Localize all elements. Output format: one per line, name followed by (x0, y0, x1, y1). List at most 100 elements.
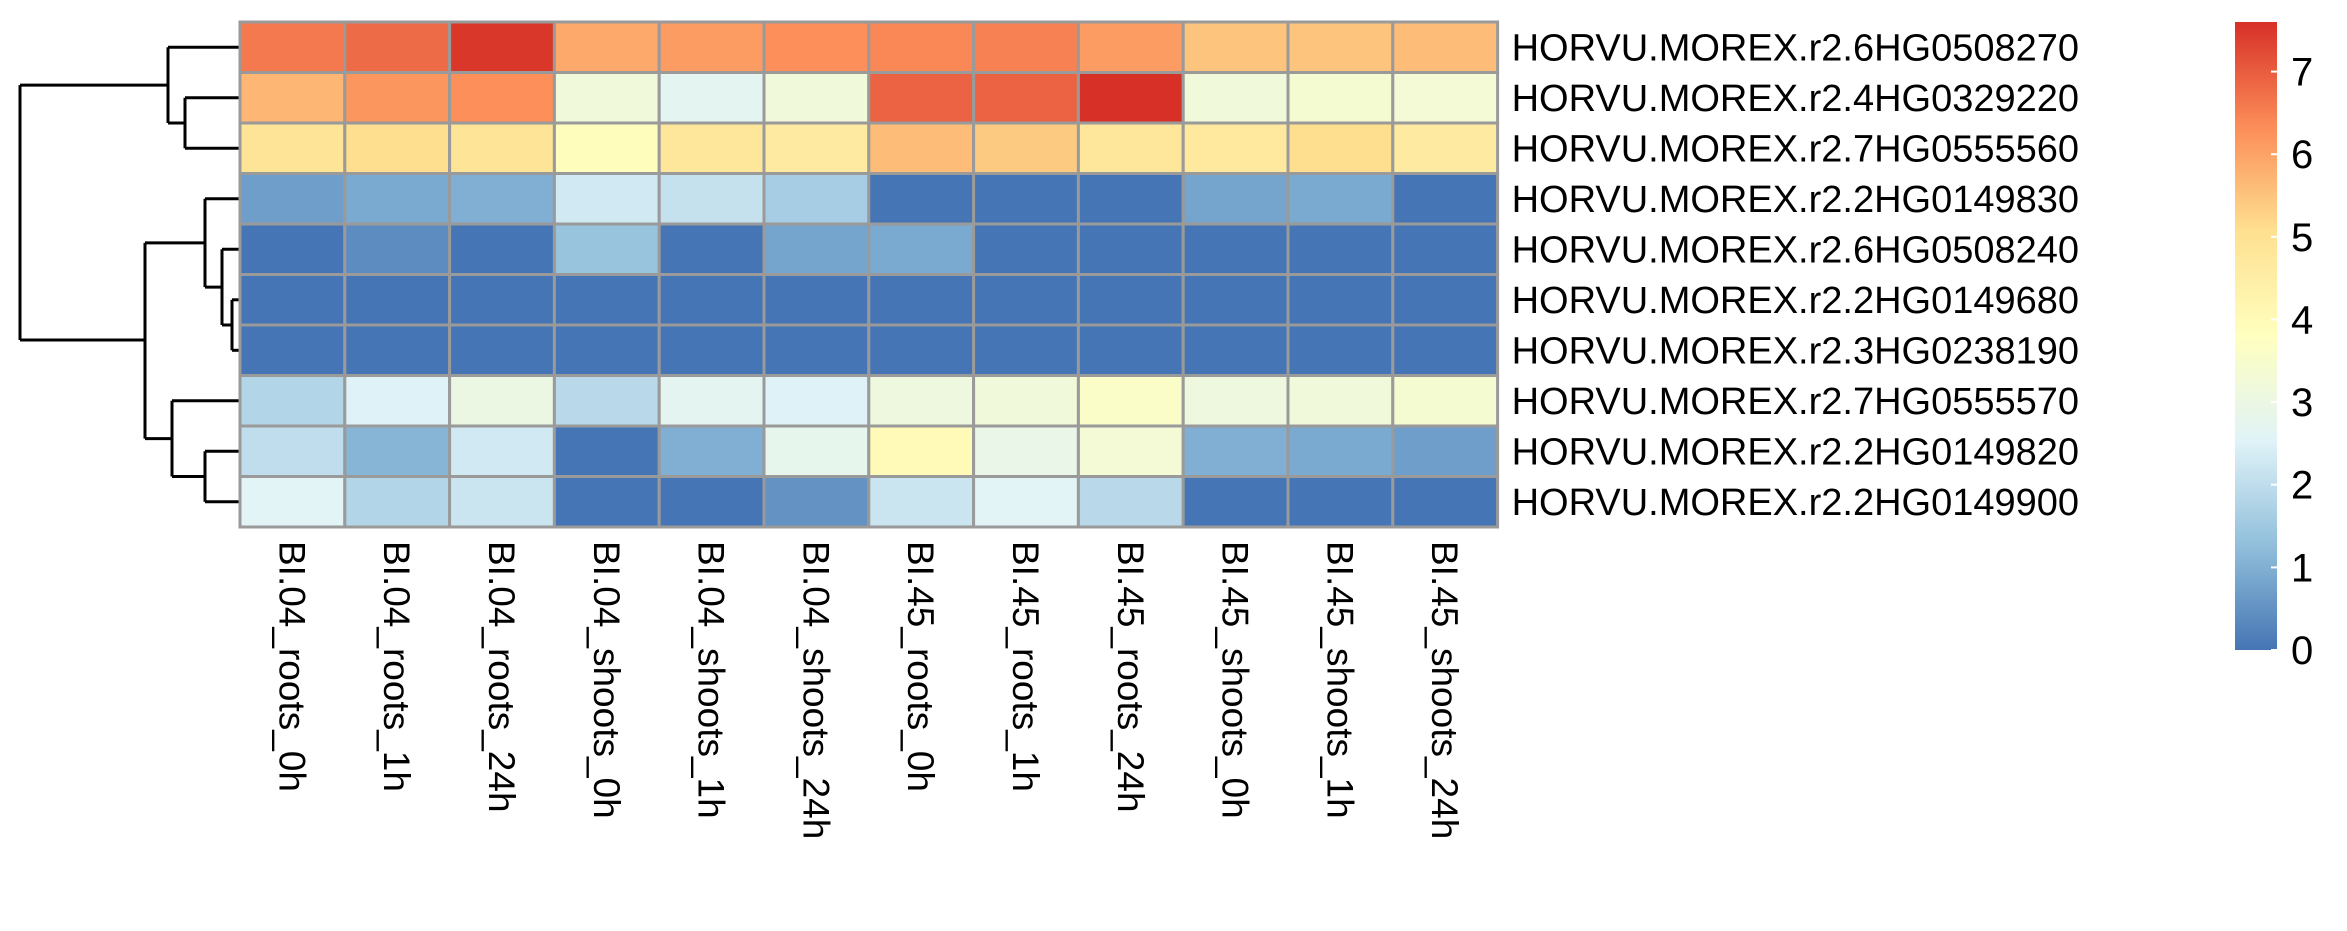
heatmap-cell (552, 222, 661, 276)
heatmap-cell (1076, 374, 1185, 428)
heatmap-cell (1286, 374, 1395, 428)
heatmap-cell (552, 374, 661, 428)
heatmap-cell (238, 273, 347, 327)
heatmap-cell (448, 222, 556, 276)
heatmap-cell (1391, 475, 1500, 529)
heatmap-cell (1181, 374, 1290, 428)
heatmap-cell (1076, 20, 1185, 74)
row-labels: HORVU.MOREX.r2.6HG0508270 HORVU.MOREX.r2.… (1512, 27, 2079, 524)
heatmap-cell (1286, 323, 1395, 377)
heatmap-cell (343, 172, 452, 226)
column-label: BI.45_roots_0h (900, 541, 941, 792)
heatmap-cell (657, 323, 766, 377)
heatmap-cell (1181, 121, 1290, 175)
heatmap-cell (972, 71, 1080, 125)
heatmap-cell (657, 172, 766, 226)
heatmap-cell (343, 374, 452, 428)
heatmap-cell (972, 20, 1080, 74)
row-label: HORVU.MOREX.r2.4HG0329220 (1512, 78, 2079, 120)
heatmap-cell (1076, 222, 1185, 276)
heatmap-cell (1286, 172, 1395, 226)
heatmap-cell (762, 374, 871, 428)
heatmap-cell (448, 273, 556, 327)
column-labels: BI.04_roots_0h BI.04_roots_1h BI.04_roots_… (271, 541, 1465, 839)
heatmap-cell (1391, 222, 1500, 276)
legend-tick-label: 3 (2291, 381, 2313, 425)
heatmap-cell (867, 424, 976, 478)
heatmap-cell (762, 71, 871, 125)
column-label: BI.45_shoots_1h (1319, 541, 1360, 819)
heatmap-cell (1286, 424, 1395, 478)
heatmap-cell (1286, 273, 1395, 327)
heatmap-cell (1286, 222, 1395, 276)
heatmap-cells (238, 20, 1500, 529)
heatmap-cell (762, 424, 871, 478)
column-label: BI.45_roots_24h (1110, 541, 1151, 813)
heatmap-cell (552, 121, 661, 175)
heatmap-cell (867, 172, 976, 226)
heatmap-cell (343, 424, 452, 478)
column-label: BI.04_shoots_0h (586, 541, 627, 819)
row-label: HORVU.MOREX.r2.7HG0555560 (1512, 128, 2079, 170)
column-label: BI.04_roots_0h (271, 541, 312, 792)
heatmap-cell (343, 323, 452, 377)
column-label: BI.04_shoots_24h (795, 541, 836, 839)
heatmap-cell (552, 273, 661, 327)
heatmap-cell (657, 374, 766, 428)
heatmap-cell (552, 475, 661, 529)
row-label: HORVU.MOREX.r2.7HG0555570 (1512, 381, 2079, 423)
heatmap-cell (1181, 222, 1290, 276)
column-label: BI.45_roots_1h (1005, 541, 1046, 792)
heatmap-cell (552, 20, 661, 74)
heatmap-cell (972, 222, 1080, 276)
legend-tick-label: 4 (2291, 299, 2313, 343)
row-label: HORVU.MOREX.r2.2HG0149900 (1512, 482, 2079, 524)
heatmap-cell (972, 121, 1080, 175)
heatmap-cell (343, 222, 452, 276)
heatmap-cell (1391, 121, 1500, 175)
legend-tick-label: 1 (2291, 546, 2313, 590)
heatmap-cell (762, 172, 871, 226)
heatmap-cell (238, 172, 347, 226)
heatmap-cell (552, 71, 661, 125)
heatmap-cell (1076, 172, 1185, 226)
heatmap-cell (867, 20, 976, 74)
heatmap-cell (1076, 121, 1185, 175)
row-label: HORVU.MOREX.r2.2HG0149820 (1512, 431, 2079, 473)
heatmap-cell (552, 172, 661, 226)
heatmap-cell (238, 323, 347, 377)
heatmap-cell (238, 374, 347, 428)
heatmap-cell (1181, 323, 1290, 377)
column-label: BI.45_shoots_0h (1215, 541, 1256, 819)
heatmap-cell (1181, 273, 1290, 327)
heatmap-cell (343, 475, 452, 529)
heatmap-cell (1181, 20, 1290, 74)
heatmap-cell (867, 222, 976, 276)
heatmap-cell (448, 323, 556, 377)
heatmap-cell (1391, 323, 1500, 377)
heatmap-cell (552, 323, 661, 377)
heatmap-cell (972, 374, 1080, 428)
heatmap-cell (1286, 71, 1395, 125)
column-label: BI.04_roots_1h (376, 541, 417, 792)
row-label: HORVU.MOREX.r2.6HG0508240 (1512, 229, 2079, 271)
legend-tick-label: 5 (2291, 216, 2313, 260)
heatmap-cell (867, 475, 976, 529)
heatmap-cell (552, 424, 661, 478)
row-label: HORVU.MOREX.r2.2HG0149830 (1512, 179, 2079, 221)
heatmap-cell (762, 20, 871, 74)
heatmap-cell (343, 20, 452, 74)
heatmap-cell (448, 20, 556, 74)
heatmap-cell (1286, 20, 1395, 74)
heatmap-cell (762, 323, 871, 377)
heatmap-cell (238, 71, 347, 125)
row-label: HORVU.MOREX.r2.6HG0508270 (1512, 27, 2079, 69)
heatmap-cell (238, 222, 347, 276)
heatmap-cell (343, 273, 452, 327)
heatmap-cell (867, 374, 976, 428)
heatmap-cell (1391, 273, 1500, 327)
heatmap-cell (1181, 71, 1290, 125)
heatmap-cell (1181, 475, 1290, 529)
heatmap-cell (448, 374, 556, 428)
